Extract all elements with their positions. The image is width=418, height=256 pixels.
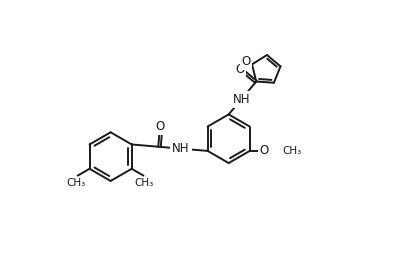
Text: NH: NH [232,93,250,106]
Text: O: O [155,120,165,133]
Text: NH: NH [172,142,190,155]
Text: CH₃: CH₃ [66,178,86,188]
Text: CH₃: CH₃ [135,178,154,188]
Text: O: O [235,63,244,76]
Text: O: O [260,144,269,157]
Text: O: O [242,56,251,68]
Text: CH₃: CH₃ [283,146,302,156]
